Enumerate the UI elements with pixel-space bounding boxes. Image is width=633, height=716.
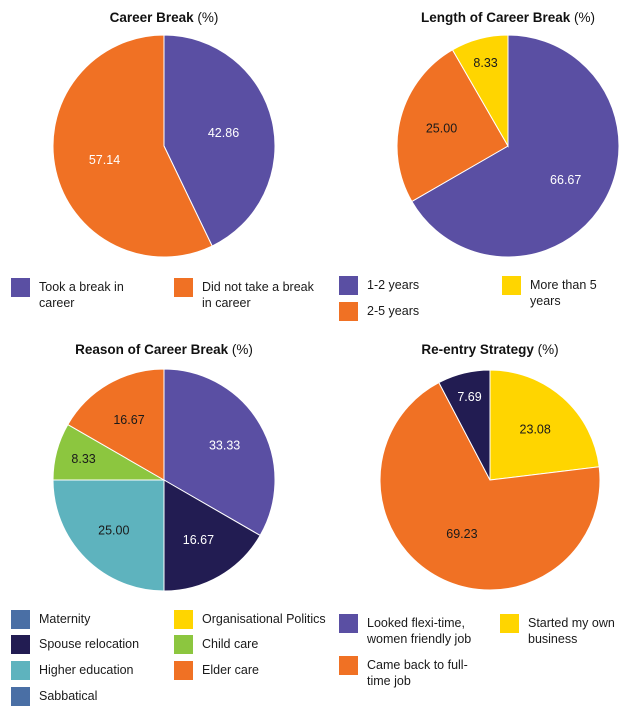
pie-data-label: 7.69 [457, 390, 481, 404]
pie-slice [163, 368, 276, 537]
chart-title-reason-of-career-break: Reason of Career Break (%) [75, 342, 253, 357]
legend-item-flexi-time: Looked flexi-time, women friendly job [339, 614, 489, 647]
chart-title-length-of-career-break: Length of Career Break (%) [421, 10, 595, 25]
pie-career-break: 42.86 57.14 [52, 34, 276, 258]
legend-swatch [174, 635, 193, 654]
chart-title-re-entry-strategy: Re-entry Strategy (%) [421, 342, 558, 357]
pie-reason-of-career-break: 33.33 16.67 25.00 8.33 16.67 [52, 368, 276, 592]
legend-item-elder-care: Elder care [174, 661, 324, 680]
chart-reason-of-career-break: Reason of Career Break (%) 33.33 16.67 25.… [52, 342, 276, 592]
legend-item-organisational-politics: Organisational Politics [174, 610, 339, 629]
pie-data-label: 42.86 [208, 126, 239, 140]
pie-data-label: 66.67 [550, 173, 581, 187]
legend-label: More than 5 years [530, 278, 597, 308]
pie-data-label: 8.33 [71, 452, 95, 466]
pie-slice [451, 34, 509, 148]
chart-title-career-break: Career Break (%) [110, 10, 219, 25]
legend-label: 1-2 years [367, 278, 420, 292]
legend-swatch [339, 302, 358, 321]
pie-data-label: 16.67 [113, 413, 144, 427]
legend-swatch [11, 661, 30, 680]
pie-slice [379, 381, 601, 591]
legend-label: Started my own business [528, 616, 615, 646]
pie-slice [52, 34, 213, 258]
pie-data-label: 16.67 [183, 533, 214, 547]
legend-item-took-break: Took a break in career [11, 278, 151, 311]
chart-re-entry-strategy: Re-entry Strategy (%) 23.08 69.23 7.69 [379, 342, 601, 591]
legend-swatch [502, 276, 521, 295]
legend-swatch [339, 656, 358, 675]
pie-slice [411, 34, 620, 258]
legend-label: 2-5 years [367, 304, 420, 318]
pie-slice [489, 369, 600, 481]
legend-item-spouse-relocation: Spouse relocation [11, 635, 161, 654]
pie-data-label: 33.33 [209, 439, 240, 453]
pie-data-label: 57.14 [89, 153, 120, 167]
legend-label: Organisational Politics [202, 612, 326, 626]
pie-slice [396, 49, 509, 203]
chart-career-break: Career Break (%) 42.86 57.14 [52, 10, 276, 258]
pie-slice [438, 369, 491, 481]
legend-label: Elder care [202, 663, 259, 677]
pie-data-label: 23.08 [520, 423, 551, 437]
pie-slice [67, 368, 165, 481]
legend-label: Did not take a break in career [202, 280, 314, 310]
legend-item-child-care: Child care [174, 635, 324, 654]
pie-length-of-career-break: 66.67 25.00 8.33 [396, 34, 620, 258]
legend-item-2-5-years: 2-5 years [339, 302, 479, 321]
legend-swatch [339, 614, 358, 633]
legend-swatch [11, 610, 30, 629]
legend-label: Spouse relocation [39, 637, 140, 651]
legend-item-no-break: Did not take a break in career [174, 278, 324, 311]
legend-label: Came back to full-time job [367, 658, 468, 688]
pie-data-label: 25.00 [426, 122, 457, 136]
legend-swatch [11, 687, 30, 706]
legend-swatch [174, 661, 193, 680]
legend-swatch [11, 635, 30, 654]
legend-swatch [339, 276, 358, 295]
legend-label: Took a break in career [39, 280, 124, 310]
pie-data-label: 8.33 [473, 56, 497, 70]
legend-item-own-business: Started my own business [500, 614, 628, 647]
legend-label: Maternity [39, 612, 91, 626]
pie-re-entry-strategy: 23.08 69.23 7.69 [379, 369, 601, 591]
legend-swatch [11, 278, 30, 297]
legend-label: Higher education [39, 663, 134, 677]
pie-data-label: 25.00 [98, 524, 129, 538]
legend-item-more-than-5-years: More than 5 years [502, 276, 630, 309]
legend-swatch [500, 614, 519, 633]
legend-label: Sabbatical [39, 689, 98, 703]
legend-label: Looked flexi-time, women friendly job [367, 616, 472, 646]
legend-item-higher-education: Higher education [11, 661, 161, 680]
pie-data-label: 69.23 [446, 527, 477, 541]
pie-slice [163, 34, 276, 247]
legend-item-sabbatical: Sabbatical [11, 687, 161, 706]
legend-swatch [174, 278, 193, 297]
legend-item-1-2-years: 1-2 years [339, 276, 479, 295]
legend-item-maternity: Maternity [11, 610, 161, 629]
pie-slice [163, 479, 261, 592]
legend-item-full-time-job: Came back to full-time job [339, 656, 489, 689]
pie-slice [52, 479, 165, 592]
chart-length-of-career-break: Length of Career Break (%) 66.67 25.00 8.3… [396, 10, 620, 258]
legend-swatch [174, 610, 193, 629]
legend-label: Child care [202, 637, 259, 651]
